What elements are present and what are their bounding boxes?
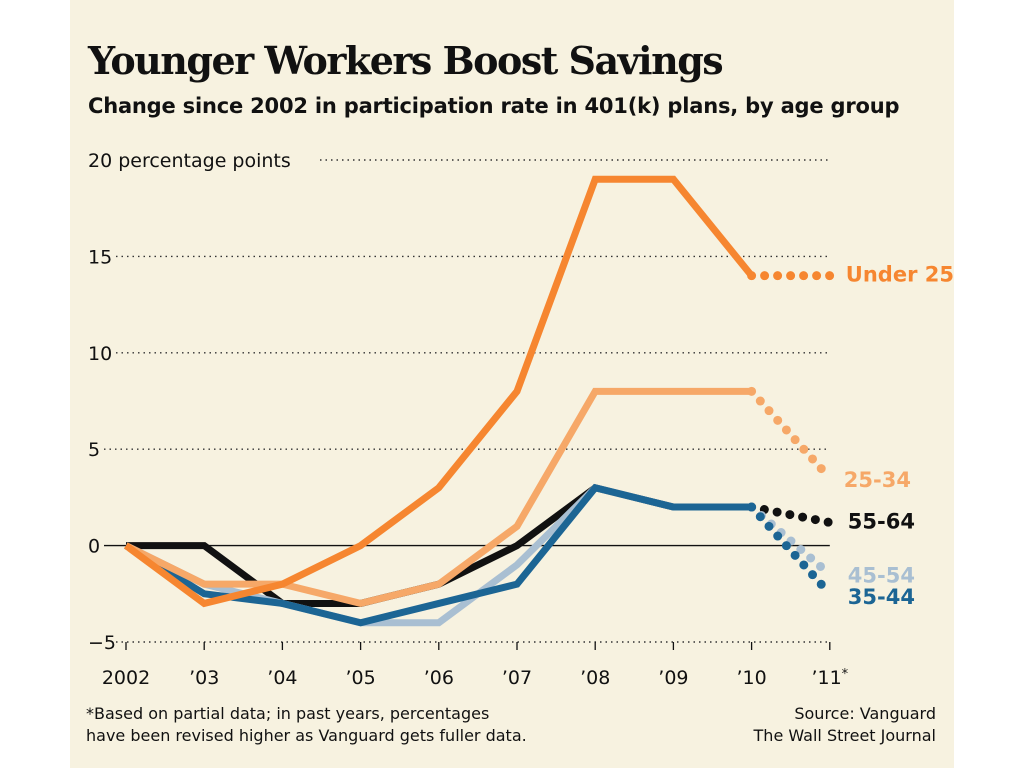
y-tick-label: 0 (88, 536, 100, 558)
series-label: 25-34 (844, 468, 911, 492)
line-chart: −5 0 5 10 15 20 percentage points 2002 ’03 ’04 ’0… (88, 150, 954, 689)
series-line-25-34 (124, 387, 752, 608)
x-tick-label: ’03 (189, 667, 219, 689)
series-line-under-25 (123, 175, 755, 608)
x-tick-label: ’10 (736, 667, 766, 689)
x-tick-label: ’06 (424, 667, 454, 689)
x-tick-label: ’09 (658, 667, 688, 689)
x-tick-label: ’11* (811, 667, 848, 689)
footnote-line-2: have been revised higher as Vanguard get… (86, 726, 527, 745)
series-label: 45-54 (848, 564, 915, 588)
chart-title: Younger Workers Boost Savings (88, 38, 724, 83)
y-tick-label: −5 (88, 632, 116, 654)
y-tick-label: 5 (88, 439, 100, 461)
chart-panel: Younger Workers Boost Savings Change sin… (70, 0, 954, 768)
series-label: 35-44 (848, 585, 915, 609)
footnote-line-1: *Based on partial data; in past years, p… (86, 704, 490, 723)
x-tick-label: ’08 (580, 667, 610, 689)
x-tick-label: 2002 (102, 667, 150, 689)
series-label: Under 25 (846, 263, 954, 287)
y-tick-label: 10 (88, 343, 112, 365)
source-line-2: The Wall Street Journal (753, 726, 936, 745)
chart-subtitle: Change since 2002 in participation rate … (88, 94, 900, 118)
series-label: 55-64 (848, 509, 915, 533)
x-tick-label: ’07 (502, 667, 532, 689)
series-partial-25-34 (747, 386, 835, 483)
footnote: *Based on partial data; in past years, p… (86, 703, 527, 747)
y-tick-label: 15 (88, 246, 112, 268)
source-credit: Source: Vanguard The Wall Street Journal (754, 703, 936, 747)
series-partial-45-54 (747, 502, 835, 580)
x-tick-label: ’05 (345, 667, 375, 689)
source-line-1: Source: Vanguard (794, 704, 936, 723)
y-tick-label: 20 percentage points (88, 150, 291, 172)
series-partial-55-64 (747, 502, 835, 527)
x-tick-label: ’04 (267, 667, 297, 689)
